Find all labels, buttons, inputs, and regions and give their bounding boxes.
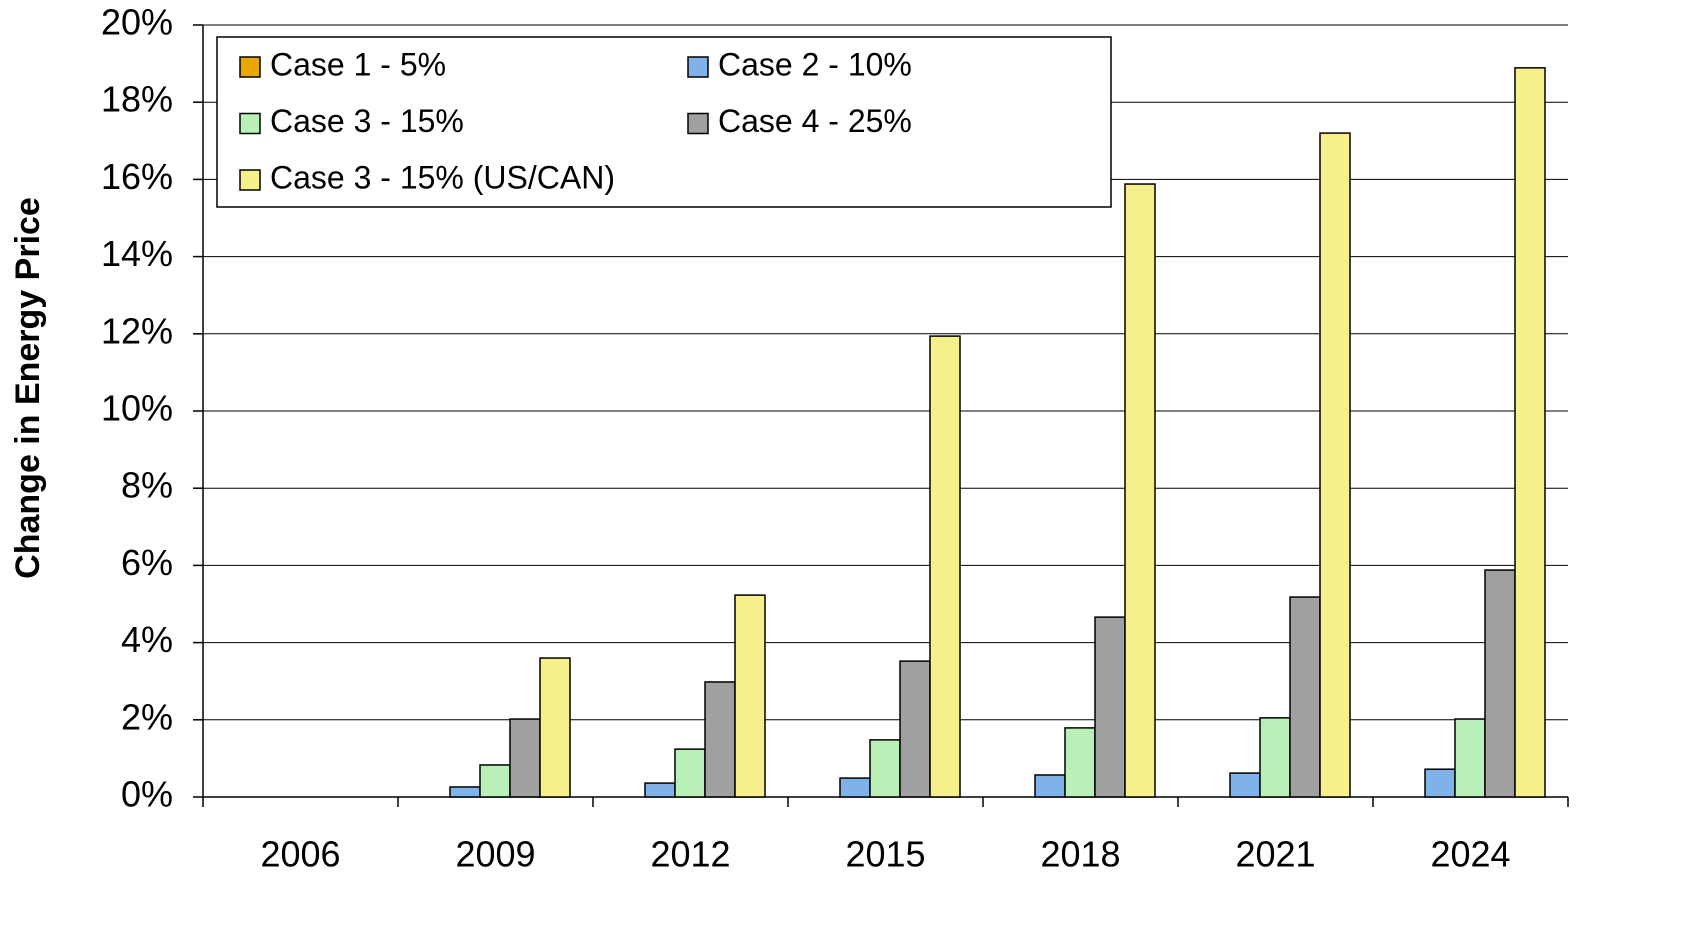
y-tick-label: 2% [121,696,173,737]
legend-swatch [687,112,709,135]
y-tick-label: 4% [121,619,173,660]
x-tick-label: 2012 [650,834,730,875]
legend-label: Case 1 - 5% [270,46,446,82]
legend-swatch [239,112,261,135]
y-tick-label: 14% [101,233,173,274]
bar [509,718,541,798]
bar [899,660,931,798]
legend-swatch [687,56,709,78]
bar [1034,774,1066,798]
legend [216,36,1112,208]
legend-label: Case 3 - 15% [270,103,464,139]
y-tick-label: 16% [101,156,173,197]
legend-label: Case 3 - 15% (US/CAN) [270,159,615,195]
legend-swatch [239,56,261,78]
bar [1229,772,1261,798]
bar [1454,718,1486,798]
x-tick-label: 2021 [1235,834,1315,875]
bar [539,657,571,798]
y-tick-label: 10% [101,388,173,429]
x-tick-label: 2018 [1040,834,1120,875]
bar [644,782,676,798]
bar [674,748,706,798]
bar [869,739,901,798]
legend-label: Case 4 - 25% [718,103,912,139]
bar [1094,616,1126,798]
bar [1514,67,1546,798]
bar [449,786,481,798]
bar [929,335,961,798]
y-tick-label: 0% [121,774,173,815]
y-tick-label: 12% [101,310,173,351]
legend-label: Case 2 - 10% [718,46,912,82]
bar [1289,596,1321,798]
x-tick-label: 2024 [1430,834,1510,875]
y-tick-label: 18% [101,79,173,120]
bar [839,777,871,798]
bar [1064,727,1096,798]
y-axis-label: Change in Energy Price [9,197,47,579]
y-tick-label: 8% [121,465,173,506]
x-tick-label: 2015 [845,834,925,875]
x-tick-label: 2009 [455,834,535,875]
bar [1424,768,1456,798]
y-tick-label: 6% [121,542,173,583]
x-tick-label: 2006 [260,834,340,875]
bar [1484,569,1516,798]
y-tick-label: 20% [101,2,173,43]
bar [1319,132,1351,798]
bar [704,681,736,798]
bar [1124,183,1156,798]
bar [734,594,766,798]
legend-swatch [239,169,261,191]
bar [479,764,511,798]
bar [1259,717,1291,798]
